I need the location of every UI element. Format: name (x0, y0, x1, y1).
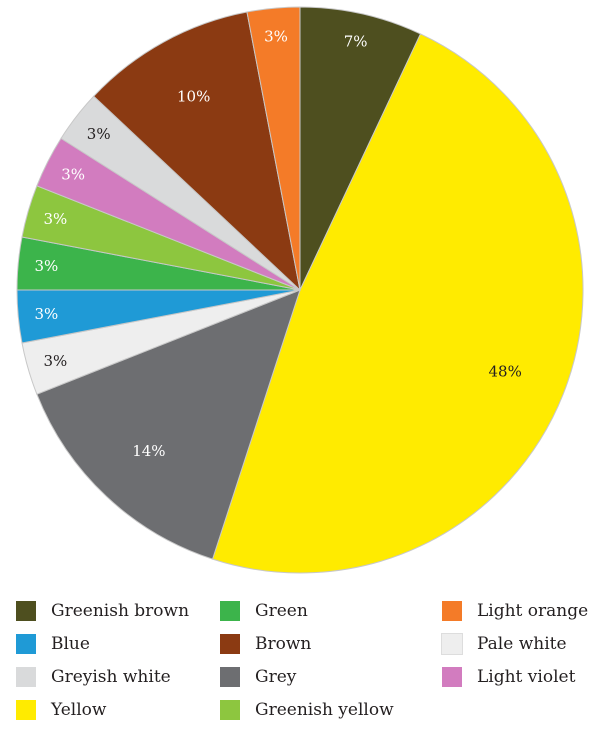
legend-label: Light orange (477, 600, 589, 621)
legend-item-greyish-white: Greyish white (16, 660, 220, 693)
legend-item-grey: Grey (220, 660, 442, 693)
legend-item-light-violet: Light violet (442, 660, 589, 693)
legend-swatch (220, 666, 240, 687)
legend-swatch (16, 600, 36, 621)
slice-label-pale-white: 3% (44, 352, 68, 370)
slice-label-yellow: 48% (489, 362, 522, 380)
legend-item-brown: Brown (220, 627, 442, 660)
legend-label: Pale white (477, 633, 567, 654)
legend-swatch (441, 632, 463, 655)
legend-item-pale-white: Pale white (441, 627, 589, 660)
slice-label-greyish-white: 3% (87, 125, 111, 143)
legend-label: Green (255, 600, 308, 621)
slice-label-green: 3% (35, 257, 59, 275)
legend-swatch (16, 699, 36, 720)
legend-item-blue: Blue (16, 627, 220, 660)
legend-label: Yellow (51, 699, 107, 720)
legend-swatch (442, 600, 462, 621)
pie-slice-yellow (211, 33, 584, 574)
slice-label-brown: 10% (177, 88, 210, 106)
slice-label-blue: 3% (35, 305, 59, 323)
legend-label: Greenish yellow (255, 699, 394, 720)
slice-label-grey: 14% (132, 442, 165, 460)
legend-item-greenish-yellow: Greenish yellow (220, 693, 442, 726)
slice-label-greenish-brown: 7% (344, 32, 368, 50)
legend-label: Greyish white (51, 666, 171, 687)
legend-swatch (16, 633, 36, 654)
legend-item-green: Green (220, 594, 442, 627)
legend-swatch (220, 699, 240, 720)
pie-slice-grey (36, 289, 301, 560)
legend-item-greenish-brown: Greenish brown (16, 594, 220, 627)
legend-swatch (16, 666, 36, 687)
legend-label: Blue (51, 633, 90, 654)
pie-slice-greenish-brown (299, 6, 422, 291)
legend-swatch (220, 600, 240, 621)
legend-label: Brown (255, 633, 312, 654)
legend-item-light-orange: Light orange (442, 594, 589, 627)
legend-swatch (442, 666, 462, 687)
legend-label: Greenish brown (51, 600, 190, 621)
legend-label: Grey (255, 666, 297, 687)
pie-slice-brown (92, 11, 301, 292)
slice-label-light-violet: 3% (61, 165, 85, 183)
slice-label-greenish-yellow: 3% (44, 210, 68, 228)
legend-swatch (220, 633, 240, 654)
legend-item-yellow: Yellow (16, 693, 220, 726)
pie-chart: 7% 48% 14% 3% 3% 3% 3% 3% 3% 10% 3% (16, 6, 584, 574)
pie-slice-light-orange (246, 6, 301, 291)
legend-label: Light violet (477, 666, 576, 687)
slice-label-light-orange: 3% (264, 27, 288, 45)
chart-legend: Greenish brown Green Light orange Blue Brown… (16, 594, 589, 724)
